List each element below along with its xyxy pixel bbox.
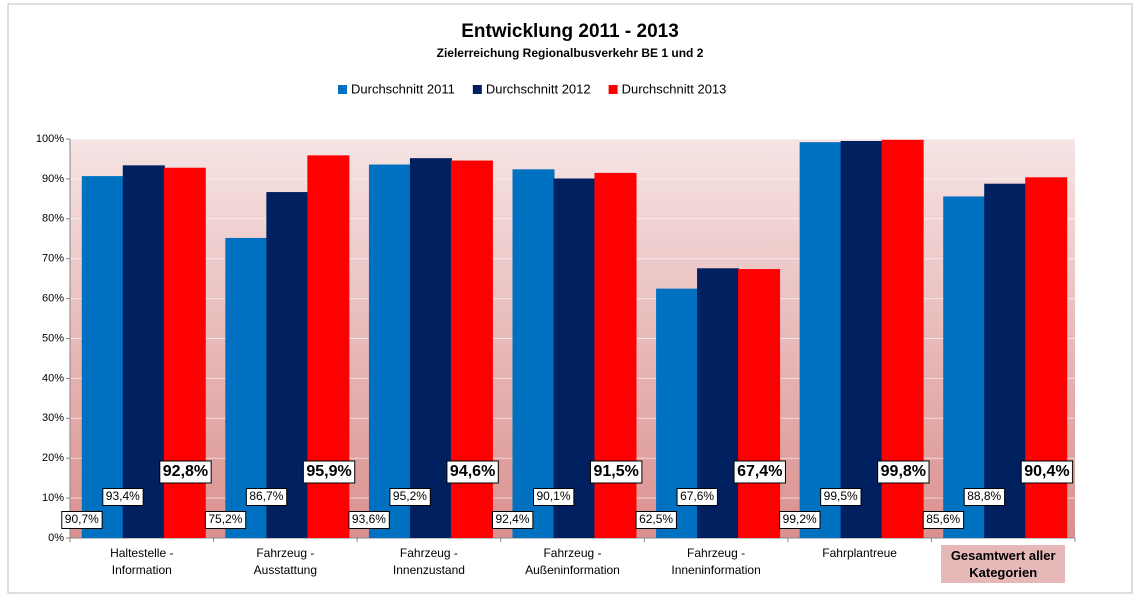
legend-label: Durchschnitt 2013	[622, 81, 727, 96]
x-tick-label: Fahrzeug - Inneninformation	[671, 546, 761, 577]
chart-subtitle: Zielerreichung Regionalbusverkehr BE 1 u…	[437, 46, 704, 60]
data-label-box	[733, 460, 786, 484]
data-label-box	[446, 460, 499, 484]
y-tick-label: 20%	[42, 452, 64, 464]
data-label: 90,4%	[1024, 463, 1069, 480]
data-label-box	[1020, 460, 1074, 484]
y-tick-label: 100%	[36, 133, 64, 145]
y-tick-label: 40%	[42, 372, 64, 384]
data-label: 90,7%	[65, 512, 99, 526]
x-tick-label: Fahrzeug - Außeninformation	[525, 546, 620, 577]
data-label: 92,8%	[163, 463, 208, 480]
data-label-box	[635, 511, 677, 529]
data-label-box	[533, 488, 575, 506]
legend-label: Durchschnitt 2011	[351, 81, 455, 96]
data-label: 94,6%	[450, 463, 495, 480]
data-label-box	[61, 511, 103, 529]
data-label: 86,7%	[249, 489, 283, 503]
legend-label: Durchschnitt 2012	[486, 81, 591, 96]
y-tick-label: 0%	[48, 532, 64, 544]
data-label-box	[963, 488, 1006, 506]
data-label: 95,2%	[393, 489, 427, 503]
bar	[81, 176, 124, 538]
x-tick-label: Fahrzeug - Innenzustand	[392, 546, 465, 577]
data-label-box	[102, 488, 144, 506]
data-label: 95,9%	[306, 463, 351, 480]
y-tick-label: 80%	[42, 213, 64, 225]
bar	[512, 169, 555, 538]
legend-swatch	[338, 85, 347, 94]
bar	[799, 142, 842, 538]
data-label-box	[877, 460, 930, 484]
data-label-box	[779, 511, 821, 529]
data-label: 62,5%	[639, 512, 673, 526]
data-label: 99,8%	[881, 463, 926, 480]
bar	[943, 196, 986, 538]
data-label: 93,4%	[106, 489, 140, 503]
x-tick-label: Haltestelle - Information	[110, 546, 174, 577]
data-label: 85,6%	[926, 512, 960, 526]
bar	[738, 269, 781, 538]
data-label-box	[204, 511, 247, 529]
y-tick-label: 70%	[42, 253, 64, 265]
data-label-box	[348, 511, 390, 529]
y-tick-label: 90%	[42, 173, 64, 185]
x-tick-label: Fahrzeug - Ausstattung	[253, 546, 318, 577]
chart-title: Entwicklung 2011 - 2013	[461, 21, 679, 42]
data-label-box	[245, 488, 288, 506]
y-tick-label: 10%	[42, 492, 64, 504]
data-label: 92,4%	[496, 512, 530, 526]
data-label: 67,4%	[737, 463, 782, 480]
data-label-box	[389, 488, 431, 506]
data-label-box	[820, 488, 862, 506]
data-label-box	[590, 460, 643, 484]
bar	[225, 237, 268, 538]
legend-swatch	[608, 85, 618, 94]
bar	[409, 158, 452, 539]
bar	[266, 192, 309, 538]
bar	[984, 183, 1027, 539]
data-label: 88,8%	[967, 489, 1001, 503]
data-label-box	[922, 511, 965, 529]
data-label: 67,6%	[680, 489, 714, 503]
data-label-box	[676, 488, 718, 506]
bar	[122, 165, 165, 539]
legend-swatch	[472, 85, 482, 94]
data-label: 99,5%	[824, 489, 858, 503]
bar	[368, 164, 411, 538]
data-label: 75,2%	[208, 512, 242, 526]
data-label: 93,6%	[352, 512, 386, 526]
data-label: 99,2%	[783, 512, 817, 526]
bar	[1025, 177, 1068, 538]
y-tick-label: 50%	[42, 332, 64, 344]
data-label-box	[159, 460, 212, 484]
data-label: 91,5%	[594, 463, 639, 480]
y-tick-label: 60%	[42, 293, 64, 305]
x-tick-label: Gesamtwert aller Kategorien	[941, 545, 1065, 583]
data-label-box	[302, 460, 356, 484]
data-label-box	[492, 511, 534, 529]
bar	[553, 178, 596, 538]
y-tick-label: 30%	[42, 412, 64, 424]
data-label: 90,1%	[537, 489, 571, 503]
x-tick-label: Fahrplantreue	[822, 546, 897, 560]
bar	[840, 140, 883, 538]
